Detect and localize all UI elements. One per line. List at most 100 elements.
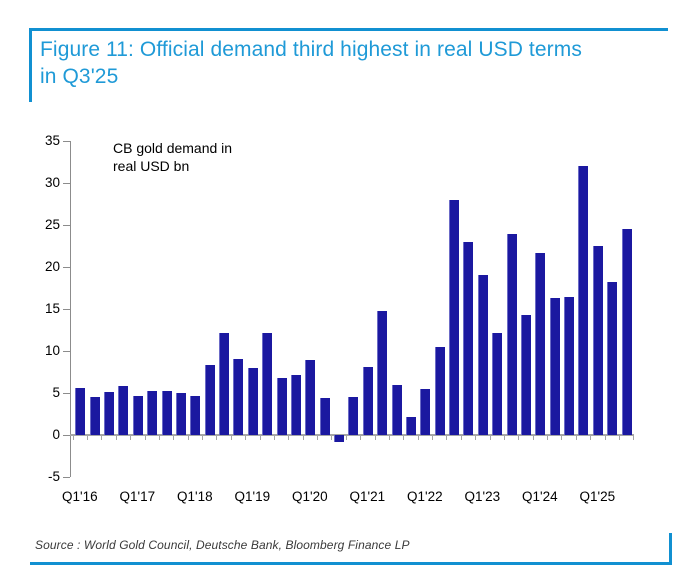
footer-right-border xyxy=(669,533,672,565)
x-axis-label: Q1'16 xyxy=(61,489,98,504)
bar-Q1'24 xyxy=(535,252,546,435)
x-axis-tick xyxy=(446,436,448,440)
bar-Q3'18 xyxy=(219,333,230,435)
y-axis-label: 25 xyxy=(44,217,60,232)
x-axis-tick xyxy=(130,436,132,440)
x-axis-tick xyxy=(360,436,362,440)
figure-title: Figure 11: Official demand third highest… xyxy=(40,36,676,90)
bar-Q1'20 xyxy=(305,360,316,435)
bar-Q2'19 xyxy=(262,332,273,435)
x-axis-tick xyxy=(158,436,160,440)
y-axis-line xyxy=(70,141,71,477)
bar-Q4'18 xyxy=(233,359,244,435)
x-axis-tick xyxy=(503,436,505,440)
bar-Q4'21 xyxy=(405,416,416,435)
x-axis-label: Q1'17 xyxy=(119,489,156,504)
y-axis-label: 15 xyxy=(44,301,60,316)
x-axis-tick xyxy=(144,436,146,440)
x-axis-label: Q1'22 xyxy=(406,489,443,504)
x-axis-tick xyxy=(403,436,405,440)
bar-Q4'19 xyxy=(290,375,301,435)
x-axis-label: Q1'19 xyxy=(234,489,271,504)
chart-annotation-line1: CB gold demand in xyxy=(113,140,233,156)
x-axis-tick xyxy=(518,436,520,440)
x-axis-label: Q1'18 xyxy=(176,489,213,504)
x-axis-tick xyxy=(230,436,232,440)
bar-Q2'23 xyxy=(492,333,503,435)
bar-Q3'25 xyxy=(621,229,632,435)
y-axis-label: 35 xyxy=(44,133,60,148)
y-axis-label: 10 xyxy=(44,343,60,358)
x-axis-tick xyxy=(432,436,433,440)
bar-Q2'25 xyxy=(607,282,618,435)
y-axis-tick xyxy=(63,183,70,184)
x-axis-tick xyxy=(317,436,318,440)
x-axis-tick xyxy=(374,436,376,440)
x-axis-tick xyxy=(87,436,88,440)
y-axis-label: -5 xyxy=(47,469,60,484)
bar-Q3'22 xyxy=(449,199,460,435)
bar-Q4'20 xyxy=(348,397,359,435)
x-axis-tick xyxy=(259,436,261,440)
x-axis-tick xyxy=(590,436,592,440)
x-axis-tick xyxy=(561,436,563,440)
y-axis-label: 30 xyxy=(44,175,60,190)
chart-annotation-line2: real USD bn xyxy=(113,158,190,174)
figure-title-line1: Figure 11: Official demand third highest… xyxy=(40,38,582,61)
bar-Q4'24 xyxy=(578,166,589,435)
y-axis-tick xyxy=(63,393,70,394)
x-axis-tick xyxy=(72,436,74,440)
x-axis-label: Q1'21 xyxy=(349,489,386,504)
x-axis-tick xyxy=(288,436,290,440)
x-axis-tick xyxy=(618,436,620,440)
bar-Q1'17 xyxy=(132,395,143,435)
bar-Q2'21 xyxy=(377,310,388,435)
bar-Q2'22 xyxy=(434,346,445,435)
x-axis-tick xyxy=(532,436,534,440)
x-axis-tick xyxy=(547,436,548,440)
bar-Q1'21 xyxy=(362,367,373,435)
x-axis-tick xyxy=(475,436,477,440)
bar-Q1'18 xyxy=(190,396,201,435)
x-axis-tick xyxy=(331,436,333,440)
bar-Q4'22 xyxy=(463,241,474,435)
bottom-border-line xyxy=(30,562,672,565)
bar-Q3'19 xyxy=(276,377,287,435)
y-axis-tick xyxy=(63,435,70,436)
bar-Q3'16 xyxy=(104,392,114,435)
source-note: Source : World Gold Council, Deutsche Ba… xyxy=(35,538,410,552)
x-axis-tick xyxy=(115,436,117,440)
x-axis-tick xyxy=(388,436,390,440)
bar-Q2'16 xyxy=(89,397,100,435)
y-axis-tick xyxy=(63,351,70,352)
bar-Q4'23 xyxy=(520,314,531,435)
bar-Q1'23 xyxy=(477,275,488,435)
bar-Q3'21 xyxy=(391,384,402,435)
x-axis-tick xyxy=(345,436,347,440)
x-axis-tick xyxy=(302,436,304,440)
y-axis-tick xyxy=(63,309,70,310)
y-axis-label: 5 xyxy=(52,385,60,400)
bar-Q1'22 xyxy=(420,388,431,435)
x-axis-tick xyxy=(245,436,247,440)
x-axis-tick xyxy=(216,436,218,440)
figure-title-line2: in Q3'25 xyxy=(40,65,119,88)
bar-Q1'19 xyxy=(247,367,258,435)
title-left-border xyxy=(29,28,32,102)
y-axis-tick xyxy=(63,477,70,478)
x-axis-label: Q1'23 xyxy=(464,489,501,504)
bar-Q4'16 xyxy=(118,386,129,435)
y-axis-tick xyxy=(63,267,70,268)
x-axis-label: Q1'24 xyxy=(521,489,558,504)
bar-Q3'24 xyxy=(564,297,574,435)
x-axis-tick xyxy=(173,436,175,440)
y-axis-label: 20 xyxy=(44,259,60,274)
x-axis-tick xyxy=(187,436,189,440)
bar-Q3'17 xyxy=(161,391,172,435)
x-axis-tick xyxy=(101,436,103,440)
top-border-line xyxy=(29,28,668,31)
y-axis-label: 0 xyxy=(52,427,60,442)
bar-Q2'20 xyxy=(319,398,330,435)
x-axis-tick xyxy=(417,436,419,440)
